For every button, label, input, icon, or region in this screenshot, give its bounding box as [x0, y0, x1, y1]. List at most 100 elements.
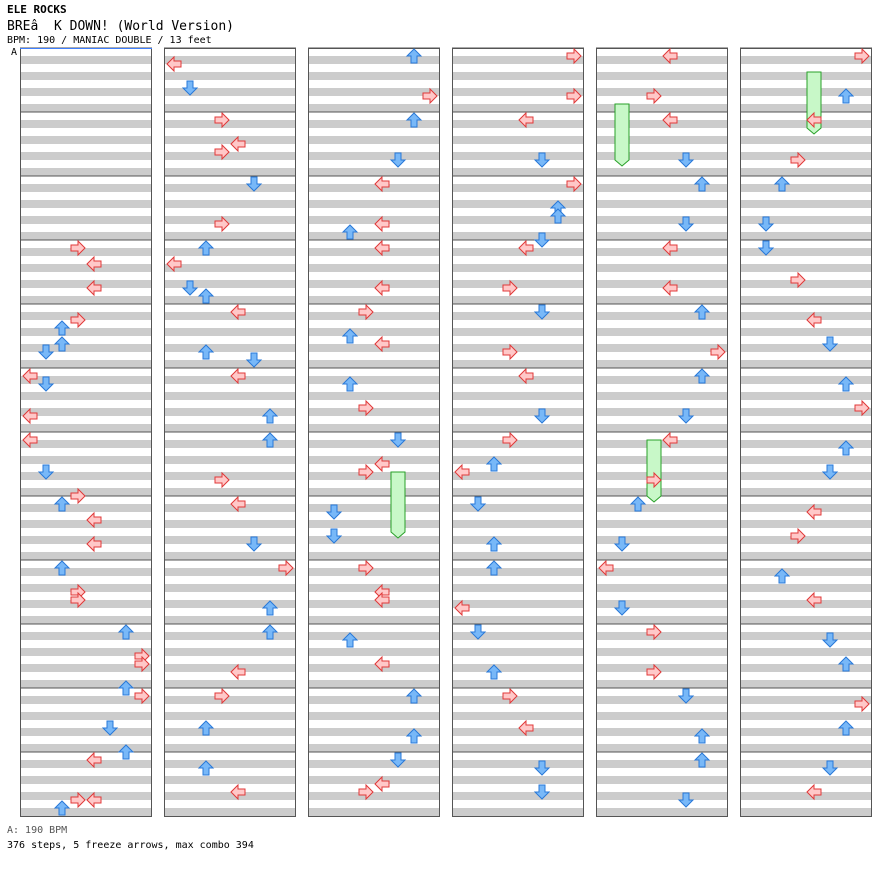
beat-stripe: [740, 216, 872, 224]
beat-stripe: [20, 536, 152, 544]
beat-stripe: [20, 168, 152, 176]
beat-stripe: [596, 376, 728, 384]
right-arrow-step: [502, 687, 518, 705]
beat-stripe: [596, 664, 728, 672]
left-arrow-step: [374, 655, 390, 673]
beat-stripe: [164, 680, 296, 688]
left-arrow-step: [374, 455, 390, 473]
beat-stripe: [164, 552, 296, 560]
down-arrow-step: [677, 792, 695, 808]
down-arrow-step: [533, 408, 551, 424]
beat-stripe: [452, 88, 584, 96]
beat-stripe: [20, 344, 152, 352]
beat-stripe: [596, 680, 728, 688]
beat-stripe: [164, 184, 296, 192]
beat-stripe: [596, 424, 728, 432]
beat-stripe: [596, 120, 728, 128]
beat-stripe: [308, 456, 440, 464]
beat-stripe: [308, 616, 440, 624]
song-title: BREâ K DOWN! (World Version): [7, 19, 234, 34]
beat-stripe: [596, 792, 728, 800]
beat-stripe: [452, 168, 584, 176]
beat-stripe: [164, 648, 296, 656]
beat-stripe: [20, 744, 152, 752]
beat-stripe: [20, 200, 152, 208]
beat-stripe: [596, 584, 728, 592]
beat-stripe: [20, 616, 152, 624]
beat-stripe: [164, 88, 296, 96]
up-arrow-step: [53, 560, 71, 576]
down-arrow-step: [757, 216, 775, 232]
chart-title: ELE ROCKS: [7, 3, 67, 16]
right-arrow-step: [278, 559, 294, 577]
left-arrow-step: [230, 367, 246, 385]
down-arrow-step: [469, 624, 487, 640]
beat-stripe: [596, 248, 728, 256]
beat-stripe: [452, 712, 584, 720]
left-arrow-step: [230, 303, 246, 321]
beat-stripe: [308, 56, 440, 64]
left-arrow-step: [86, 511, 102, 529]
right-arrow-step: [854, 399, 870, 417]
beat-stripe: [20, 264, 152, 272]
beat-stripe: [308, 72, 440, 80]
up-arrow-step: [261, 432, 279, 448]
beat-stripe: [596, 536, 728, 544]
beat-stripe: [308, 728, 440, 736]
beat-stripe: [740, 264, 872, 272]
up-arrow-step: [341, 376, 359, 392]
right-arrow-step: [358, 399, 374, 417]
beat-stripe: [308, 168, 440, 176]
beat-stripe: [164, 728, 296, 736]
beat-stripe: [452, 264, 584, 272]
beat-stripe: [164, 520, 296, 528]
beat-stripe: [740, 104, 872, 112]
beat-stripe: [308, 712, 440, 720]
beat-stripe: [596, 72, 728, 80]
beat-stripe: [596, 456, 728, 464]
beat-stripe: [20, 600, 152, 608]
up-arrow-step: [53, 496, 71, 512]
beat-stripe: [740, 456, 872, 464]
beat-stripe: [452, 584, 584, 592]
beat-stripe: [740, 808, 872, 816]
down-arrow-step: [677, 216, 695, 232]
beat-stripe: [20, 136, 152, 144]
beat-stripe: [596, 104, 728, 112]
beat-stripe: [164, 392, 296, 400]
beat-stripe: [596, 744, 728, 752]
beat-stripe: [452, 664, 584, 672]
beat-stripe: [596, 392, 728, 400]
beat-stripe: [740, 344, 872, 352]
beat-stripe: [164, 632, 296, 640]
up-arrow-step: [261, 600, 279, 616]
beat-stripe: [164, 616, 296, 624]
beat-stripe: [452, 520, 584, 528]
beat-stripe: [308, 280, 440, 288]
up-arrow-step: [117, 744, 135, 760]
right-arrow-step: [358, 463, 374, 481]
up-arrow-step: [341, 632, 359, 648]
beat-stripe: [740, 232, 872, 240]
beat-stripe: [308, 104, 440, 112]
beat-stripe: [164, 216, 296, 224]
left-arrow-step: [662, 111, 678, 129]
beat-stripe: [308, 88, 440, 96]
beat-stripe: [596, 760, 728, 768]
right-arrow-step: [70, 591, 86, 609]
beat-stripe: [740, 792, 872, 800]
beat-stripe: [452, 296, 584, 304]
left-arrow-step: [230, 663, 246, 681]
up-arrow-step: [485, 664, 503, 680]
column-border: [452, 48, 584, 817]
beat-stripe: [596, 600, 728, 608]
down-arrow-step: [325, 528, 343, 544]
beat-stripe: [740, 312, 872, 320]
up-arrow-step: [693, 176, 711, 192]
beat-stripe: [740, 248, 872, 256]
up-arrow-step: [53, 336, 71, 352]
song-info: BPM: 190 / MANIAC DOUBLE / 13 feet: [7, 35, 212, 46]
beat-stripe: [740, 88, 872, 96]
right-arrow-step: [214, 215, 230, 233]
column-border: [740, 48, 872, 817]
